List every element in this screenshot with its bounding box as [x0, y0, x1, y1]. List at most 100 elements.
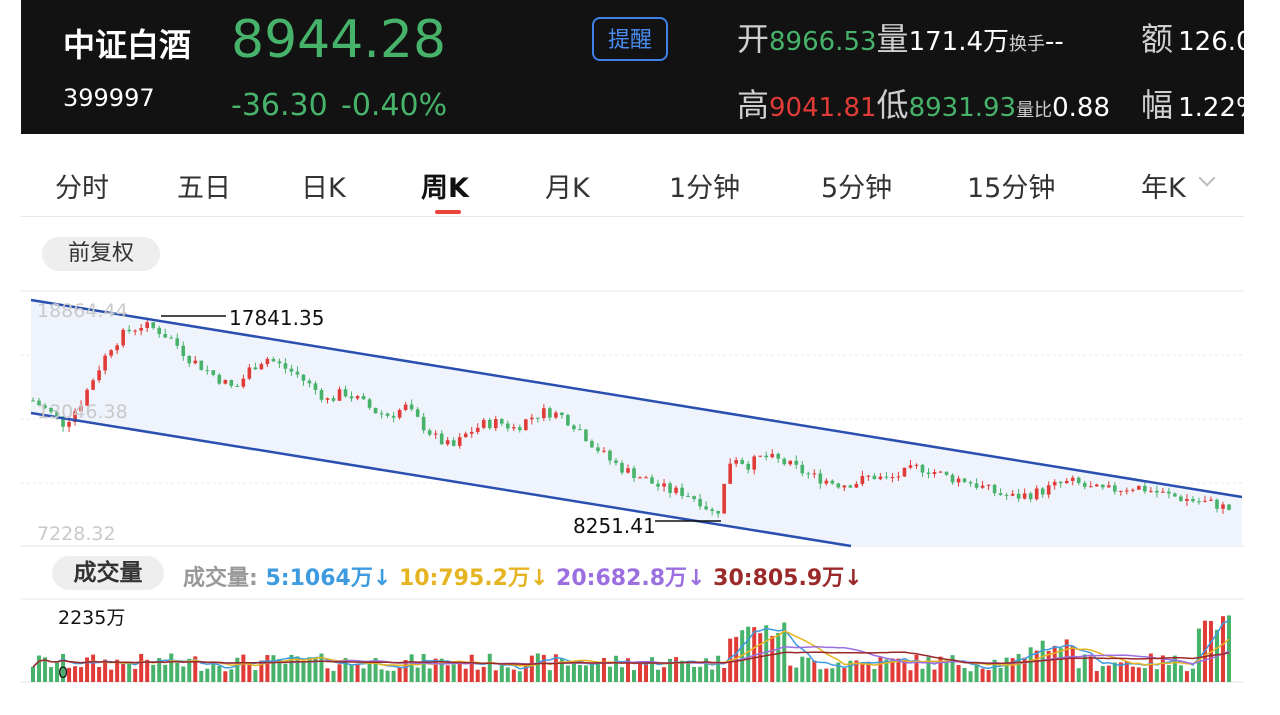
candle-body	[253, 367, 258, 370]
stat-amplitude-value: 1.22%	[1178, 93, 1261, 123]
index-title: 中证白酒	[63, 26, 192, 64]
volume-y-top-label: 2235万	[58, 607, 125, 629]
volume-bar	[722, 667, 727, 682]
volume-bar	[301, 661, 306, 682]
channel-upper-line	[30, 298, 1243, 499]
chevron-down-icon[interactable]	[1198, 169, 1216, 187]
channel-lower-line	[30, 411, 852, 548]
candle-body	[187, 355, 192, 364]
volume-bar	[283, 663, 288, 682]
candle-body	[710, 509, 714, 511]
tab-yearly-k[interactable]: 年K	[1141, 173, 1186, 204]
candle-body	[602, 450, 606, 452]
candle-body	[686, 495, 690, 497]
volume-bar	[1160, 655, 1165, 682]
candle-body	[325, 398, 330, 400]
candle-body	[572, 425, 576, 430]
volume-bar	[115, 659, 120, 682]
candle-body	[1022, 493, 1027, 499]
price-chart[interactable]: 18864.44 13046.38 7228.32 17841.35 8251.…	[21, 290, 1244, 548]
volume-bar	[169, 653, 174, 682]
volume-chart[interactable]: 2235万 0	[21, 598, 1244, 684]
candle-body	[920, 464, 925, 473]
tab-monthly-k[interactable]: 月K	[545, 173, 590, 204]
tab-five-day[interactable]: 五日	[177, 173, 231, 204]
candle-body	[481, 419, 486, 428]
candle-body	[1161, 491, 1165, 493]
candle-body	[1185, 499, 1189, 501]
volume-bar	[908, 670, 913, 682]
volume-bar	[241, 654, 246, 682]
candle-body	[271, 358, 276, 362]
volume-bar	[1178, 665, 1183, 682]
candle-body	[980, 485, 985, 488]
tab-15min[interactable]: 15分钟	[967, 173, 1056, 204]
volume-bar	[656, 669, 661, 682]
candle-body	[49, 407, 53, 412]
volume-bar	[692, 666, 697, 682]
volume-bar	[1136, 667, 1141, 682]
volume-bar	[1070, 645, 1075, 682]
volume-bar	[842, 668, 847, 682]
volume-bar	[968, 671, 973, 682]
stat-low-value: 8931.93	[908, 93, 1017, 123]
candle-body	[127, 329, 131, 332]
candle-body	[992, 484, 997, 494]
volume-bar	[361, 668, 366, 682]
volume-bar	[253, 670, 258, 682]
candle-body	[1082, 482, 1087, 487]
volume-bar	[1166, 664, 1171, 682]
candle-body	[301, 374, 306, 381]
candle-body	[493, 419, 498, 429]
volume-bar	[860, 662, 865, 682]
volume-bar	[632, 670, 637, 682]
volume-indicator-selector[interactable]: 成交量	[52, 556, 164, 590]
candle-body	[175, 338, 180, 346]
volume-bar	[577, 664, 582, 682]
volume-bar	[601, 658, 606, 682]
candle-body	[986, 484, 991, 486]
candle-body	[692, 496, 696, 500]
tab-intraday[interactable]: 分时	[55, 173, 109, 204]
volume-bar	[475, 669, 480, 682]
volume-bar	[85, 657, 90, 682]
volume-bar	[710, 669, 715, 682]
remind-button[interactable]: 提醒	[592, 17, 668, 61]
candle-body	[734, 460, 738, 464]
volume-bar	[746, 626, 751, 682]
volume-bar	[734, 636, 739, 682]
stat-amplitude-label: 幅	[1141, 86, 1174, 124]
candle-body	[1209, 499, 1213, 501]
tab-1min[interactable]: 1分钟	[669, 173, 741, 204]
volume-bar	[1142, 668, 1147, 682]
candle-body	[662, 483, 666, 487]
volume-bar	[1130, 666, 1135, 682]
candle-body	[73, 411, 77, 423]
volume-bar	[1058, 648, 1063, 682]
volume-bar	[1148, 653, 1153, 682]
tab-5min[interactable]: 5分钟	[821, 173, 893, 204]
volume-bar	[607, 666, 612, 682]
tab-daily-k[interactable]: 日K	[301, 173, 346, 204]
volume-bar	[674, 657, 679, 682]
candle-body	[97, 370, 101, 381]
volume-bar	[451, 664, 456, 682]
volume-bar	[271, 655, 276, 682]
stat-high-value: 9041.81	[769, 93, 877, 123]
stat-vol-ratio-value: 0.88	[1052, 93, 1110, 123]
candle-body	[1221, 504, 1225, 509]
volume-bar	[121, 662, 126, 682]
tab-weekly-k[interactable]: 周K	[421, 173, 469, 204]
candle-body	[644, 477, 648, 479]
stat-high-low: 高9041.81低8931.93量比0.88	[737, 80, 1110, 126]
volume-bar	[595, 662, 600, 682]
volume-bar	[914, 654, 919, 682]
candle-body	[1215, 499, 1219, 509]
volume-bar	[319, 653, 324, 682]
candle-body	[560, 412, 564, 416]
volume-bar	[1034, 650, 1039, 682]
volume-bar	[457, 661, 462, 682]
volume-ma5: 5:1064万↓	[265, 566, 392, 591]
candle-body	[415, 409, 420, 417]
adjust-selector[interactable]: 前复权	[42, 237, 160, 271]
